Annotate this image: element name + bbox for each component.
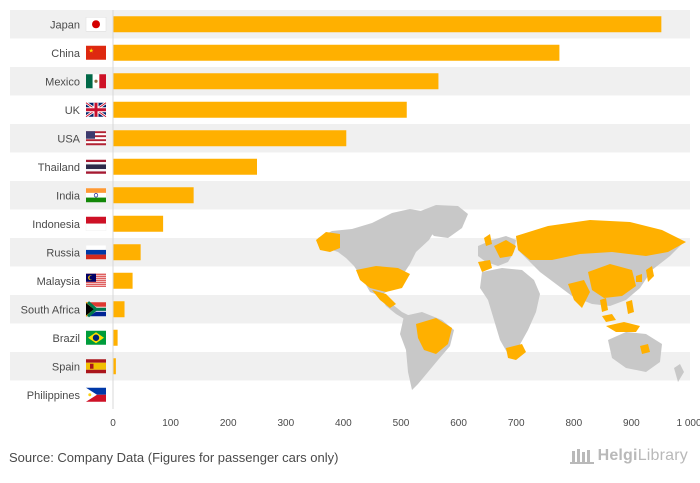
map-mexico-highlight [372,290,396,308]
bars [113,16,662,375]
map-brazil-highlight [416,318,452,354]
x-tick-label: 300 [277,418,294,429]
flag-indonesia-icon [85,216,107,231]
x-tick-label: 800 [565,418,582,429]
map-north-america [318,209,438,296]
map-usa-highlight [356,266,410,292]
flag-russia-icon [85,245,107,260]
map-indonesia-highlight [606,322,640,332]
map-greenland [418,205,468,238]
category-label-brazil: Brazil [52,333,80,345]
x-tick-label: 200 [220,418,237,429]
row-background [10,352,690,381]
map-australia [608,332,662,372]
logo-text: HelgiLibrary [598,447,688,465]
map-new-zealand [674,364,684,382]
flag-philippines-icon [86,387,106,402]
flags: ★ [85,17,107,402]
map-india-highlight [568,280,590,308]
x-tick-label: 100 [162,418,179,429]
x-tick-label: 700 [508,418,525,429]
map-africa [480,268,540,354]
map-china-highlight [588,264,636,298]
bar-uk[interactable] [113,101,407,118]
category-label-uk: UK [65,105,81,117]
category-label-philippines: Philippines [27,390,81,402]
row-background [10,124,690,153]
category-label-usa: USA [57,133,80,145]
bar-india[interactable] [113,187,194,204]
world-map [316,205,686,390]
category-label-japan: Japan [50,19,80,31]
bar-japan[interactable] [113,16,662,33]
map-canada-highlight [316,232,340,252]
row-backgrounds [10,10,690,409]
row-background [10,323,690,352]
map-thailand-highlight [600,298,608,312]
flag-south-africa-icon [85,301,106,318]
bar-china[interactable] [113,44,560,61]
flag-china-icon: ★ [86,45,106,60]
category-label-mexico: Mexico [45,76,80,88]
x-axis-ticks: 0 100 200 300 400 500 600 700 800 900 1 000 [110,418,700,429]
flag-malaysia-icon [86,273,106,288]
map-south-africa-highlight [506,344,526,360]
bar-spain[interactable] [113,358,116,375]
map-uk-highlight [484,234,492,246]
bar-russia[interactable] [113,244,141,261]
bar-south-africa[interactable] [113,301,125,318]
bar-indonesia[interactable] [113,215,164,232]
category-label-malaysia: Malaysia [37,276,81,288]
category-label-thailand: Thailand [38,162,80,174]
map-japan-highlight [646,266,654,282]
flag-thailand-icon [86,159,106,174]
category-label-china: China [51,48,81,60]
flag-uk-icon [85,101,107,118]
map-philippines-highlight [626,300,634,314]
flag-usa-icon [86,131,106,146]
bar-malaysia[interactable] [113,272,133,289]
bar-mexico[interactable] [113,73,439,90]
x-tick-label: 900 [623,418,640,429]
category-label-south-africa: South Africa [21,304,81,316]
x-tick-label: 600 [450,418,467,429]
bar-thailand[interactable] [113,158,257,175]
source-note: Source: Company Data (Figures for passen… [9,450,339,465]
category-labels: Japan China Mexico UK USA Thailand India Indone… [21,19,81,402]
x-tick-label: 500 [393,418,410,429]
map-australia-highlight [640,344,650,354]
flag-brazil-icon [86,330,106,345]
flag-mexico-icon [86,74,106,89]
row-background [10,181,690,210]
category-label-indonesia: Indonesia [32,219,81,231]
logo-brand: Helgi [597,447,638,464]
map-korea-highlight [636,274,642,282]
x-tick-label: 1 000 [676,418,700,429]
bar-brazil[interactable] [113,329,118,346]
map-spain-highlight [478,260,492,272]
flag-india-icon [86,188,106,203]
map-russia-highlight [516,220,686,260]
bar-chart: ★ Japan China Mexico UK USA Thailand India Indo… [10,10,700,429]
svg-text:★: ★ [89,47,94,54]
row-background [10,152,690,181]
category-label-india: India [56,190,81,202]
flag-japan-icon [85,17,107,32]
x-tick-label: 400 [335,418,352,429]
row-background [10,380,690,409]
map-europe-highlight [494,240,516,258]
category-label-russia: Russia [46,247,81,259]
library-icon [569,449,594,464]
helgi-library-logo[interactable]: HelgiLibrary [569,447,688,465]
category-label-spain: Spain [52,361,80,373]
map-malaysia-highlight [602,314,616,322]
flag-spain-icon [86,359,106,374]
logo-suffix: Library [637,447,688,464]
bar-usa[interactable] [113,130,347,147]
x-tick-label: 0 [110,418,116,429]
